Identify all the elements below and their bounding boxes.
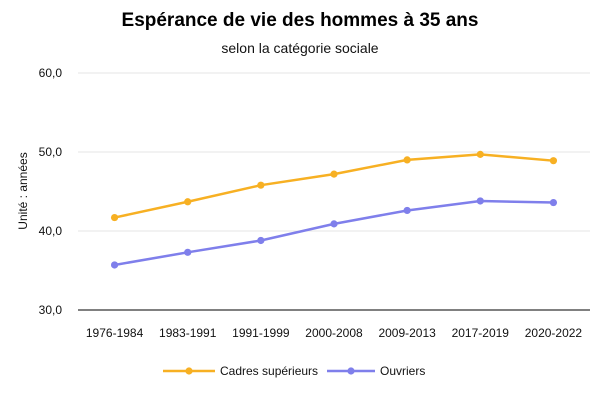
y-tick-label: 30,0 [39,303,63,317]
x-tick-label: 2020-2022 [525,326,583,340]
legend-label: Cadres supérieurs [220,364,318,378]
y-axis-label: Unité : années [16,152,30,229]
chart-subtitle: selon la catégorie sociale [221,40,378,56]
y-tick-label: 40,0 [39,224,63,238]
data-point[interactable] [184,248,192,256]
x-tick-label: 2017-2019 [452,326,510,340]
data-point[interactable] [257,236,265,245]
chart-title: Espérance de vie des hommes à 35 ans [122,10,479,31]
x-tick-label: 2009-2013 [378,326,436,340]
y-tick-label: 60,0 [39,66,63,80]
legend-swatch-marker [185,367,193,375]
data-point[interactable] [184,198,192,206]
data-point[interactable] [110,261,119,269]
y-tick-label: 50,0 [39,145,63,159]
series-line [113,199,555,267]
legend-swatch-marker [347,367,355,375]
legend-item[interactable]: Ouvriers [327,364,425,378]
data-point[interactable] [330,220,338,228]
data-point[interactable] [403,156,411,164]
data-point[interactable] [257,181,265,189]
data-point[interactable] [403,206,411,215]
gridlines [78,72,590,311]
x-tick-label: 1991-1999 [232,326,290,340]
data-point[interactable] [549,157,558,165]
legend-label: Ouvriers [380,364,425,378]
series-line [113,153,555,219]
data-point[interactable] [476,197,484,205]
y-tick-labels: 60,0 50,0 40,0 30,0 [39,66,63,317]
data-point[interactable] [330,170,338,178]
data-point[interactable] [549,198,558,207]
legend-item[interactable]: Cadres supérieurs [163,364,318,378]
x-tick-label: 1983-1991 [159,326,217,340]
x-tick-label: 2000-2008 [305,326,363,340]
data-point[interactable] [110,213,119,222]
x-tick-label: 1976-1984 [86,326,144,340]
legend: Cadres supérieurs Ouvriers [163,364,425,378]
series-layer [110,150,558,269]
x-tick-labels: 1976-1984 1983-1991 1991-1999 2000-2008 2009… [86,326,583,340]
data-point[interactable] [476,150,484,158]
